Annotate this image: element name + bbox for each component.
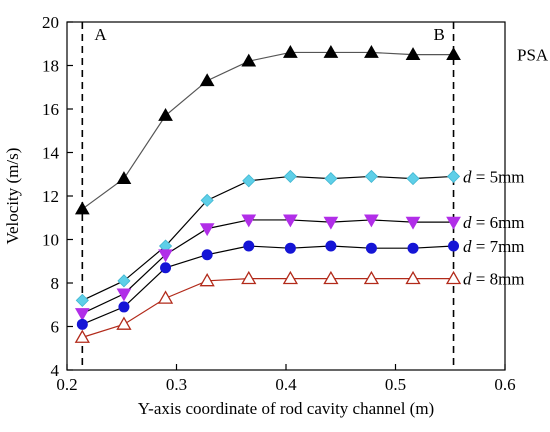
marker-diamond	[283, 169, 297, 183]
data-point-d6	[283, 214, 298, 228]
guide-label-a: A	[94, 25, 107, 44]
series-label-part: = 6mm	[472, 213, 525, 232]
data-point-d7	[243, 240, 255, 252]
series-label-d6: d = 6mm	[463, 213, 525, 232]
y-tick-label: 16	[42, 100, 59, 119]
data-point-d8	[199, 273, 215, 287]
data-point-d7	[118, 301, 130, 313]
data-point-psa	[323, 44, 339, 58]
data-point-psa	[446, 47, 461, 60]
data-point-d5	[158, 239, 173, 253]
data-point-d8	[282, 270, 299, 285]
marker-diamond	[364, 169, 378, 183]
series-label-part: = 8mm	[472, 270, 525, 289]
data-point-d8	[363, 270, 380, 285]
marker-diamond	[117, 274, 131, 288]
data-point-psa	[241, 53, 257, 67]
data-point-d5	[117, 274, 131, 288]
y-tick-label: 18	[42, 57, 59, 76]
data-point-d6	[116, 288, 132, 302]
data-point-d7	[407, 242, 419, 254]
data-point-psa	[116, 171, 132, 184]
x-tick-label: 0.2	[56, 375, 77, 394]
data-point-d7	[325, 240, 337, 252]
data-point-psa	[199, 73, 215, 87]
series-line-psa	[81, 51, 454, 210]
guide-label-b: B	[434, 25, 445, 44]
data-point-d6	[405, 216, 421, 230]
series-line-d5	[82, 175, 454, 301]
data-point-d6	[158, 249, 173, 263]
data-point-d7	[284, 242, 296, 254]
data-point-d6	[364, 214, 379, 228]
data-point-d5	[75, 293, 89, 307]
data-point-d8	[323, 270, 339, 285]
data-point-psa	[283, 44, 298, 58]
marker-diamond	[75, 293, 89, 307]
data-point-d5	[283, 169, 297, 183]
y-tick-label: 14	[42, 144, 60, 163]
data-point-psa	[74, 201, 90, 215]
data-point-d8	[116, 316, 132, 330]
series-label-part: = 5mm	[472, 167, 525, 186]
marker-diamond	[406, 172, 420, 186]
data-point-d7	[201, 249, 213, 261]
y-tick-label: 8	[51, 274, 60, 293]
marker-diamond	[324, 172, 338, 186]
data-point-psa	[364, 44, 379, 58]
data-point-d5	[406, 172, 420, 186]
series-label-part: d	[463, 167, 472, 186]
series-label-d7: d = 7mm	[463, 237, 525, 256]
series-line-d6	[82, 219, 454, 314]
data-point-d6	[241, 214, 257, 228]
series-label-part: d	[463, 213, 472, 232]
data-point-d5	[364, 169, 378, 183]
y-tick-label: 12	[42, 187, 59, 206]
data-point-d8	[241, 270, 257, 285]
data-point-d5	[200, 193, 214, 207]
data-point-d8	[405, 270, 421, 285]
data-point-d6	[199, 223, 215, 237]
data-point-d6	[446, 216, 461, 230]
series-label-part: d	[463, 270, 472, 289]
data-point-d7	[365, 242, 377, 254]
series-line-d8	[82, 278, 454, 338]
data-point-psa	[405, 47, 421, 60]
series-label-part: d	[463, 237, 472, 256]
y-tick-label: 6	[51, 318, 60, 337]
data-point-d5	[324, 172, 338, 186]
data-point-d7	[160, 262, 172, 274]
data-point-d6	[323, 216, 339, 230]
y-tick-label: 10	[42, 231, 59, 250]
y-tick-label: 20	[42, 13, 59, 32]
x-axis-title: Y-axis coordinate of rod cavity channel …	[138, 399, 434, 418]
data-point-d7	[448, 240, 460, 252]
y-tick-label: 4	[51, 361, 60, 380]
marker-diamond	[242, 174, 256, 188]
data-point-d7	[76, 318, 88, 330]
plot-frame	[66, 21, 506, 371]
series-label-d8: d = 8mm	[463, 270, 525, 289]
series-label-part: PSA	[517, 46, 549, 65]
x-tick-label: 0.5	[385, 375, 406, 394]
x-tick-label: 0.6	[494, 375, 515, 394]
y-axis-title: Velocity (m/s)	[3, 148, 22, 245]
x-tick-label: 0.3	[166, 375, 187, 394]
data-point-d8	[445, 270, 462, 285]
data-point-d8	[157, 290, 174, 304]
marker-diamond	[446, 169, 461, 183]
series-label-part: = 7mm	[472, 237, 525, 256]
data-point-d5	[242, 174, 256, 188]
data-point-d8	[74, 329, 90, 343]
series-label-psa: PSA	[517, 46, 549, 65]
data-point-d6	[74, 308, 90, 321]
x-tick-label: 0.4	[275, 375, 297, 394]
marker-diamond	[200, 193, 214, 207]
series-label-d5: d = 5mm	[463, 167, 525, 186]
series-line-d7	[82, 245, 454, 325]
data-point-d5	[446, 169, 461, 183]
data-point-psa	[158, 108, 173, 121]
